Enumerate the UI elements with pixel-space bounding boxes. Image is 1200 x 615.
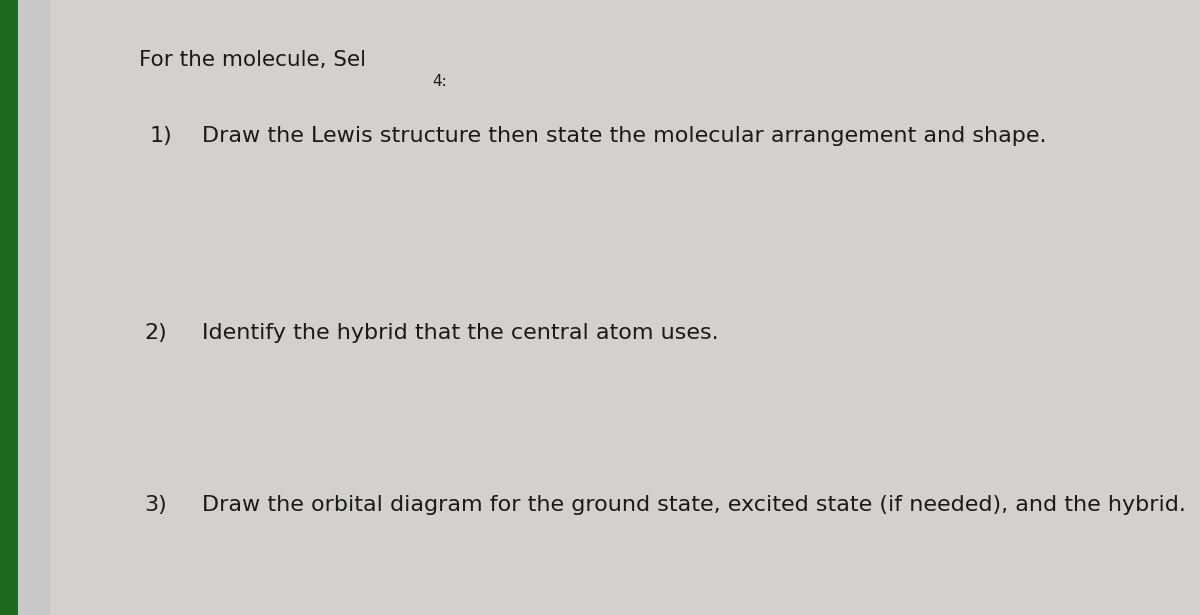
FancyBboxPatch shape — [50, 0, 1200, 615]
Text: Draw the Lewis structure then state the molecular arrangement and shape.: Draw the Lewis structure then state the … — [202, 126, 1046, 146]
Text: Identify the hybrid that the central atom uses.: Identify the hybrid that the central ato… — [202, 323, 719, 343]
Text: 3): 3) — [144, 495, 167, 515]
Text: 1): 1) — [150, 126, 173, 146]
Text: Draw the orbital diagram for the ground state, excited state (if needed), and th: Draw the orbital diagram for the ground … — [202, 495, 1186, 515]
FancyBboxPatch shape — [0, 0, 18, 615]
Text: 2): 2) — [144, 323, 167, 343]
Text: For the molecule, Sel: For the molecule, Sel — [139, 50, 366, 71]
Text: 4:: 4: — [432, 74, 446, 89]
